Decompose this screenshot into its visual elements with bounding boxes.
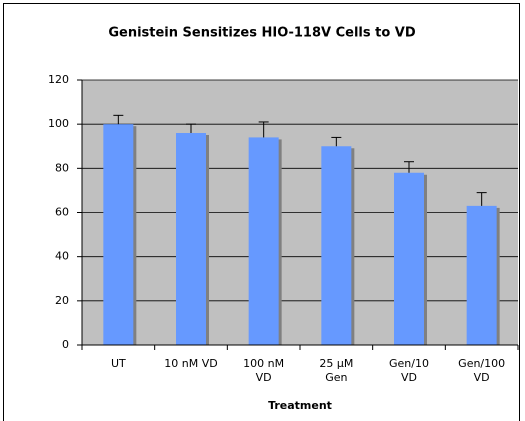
y-tick-label: 100 (48, 117, 69, 130)
bar (176, 133, 206, 345)
error-bar (113, 114, 124, 125)
x-axis-title: Treatment (268, 399, 332, 412)
x-tick-label: Gen/100 VD (458, 357, 506, 384)
y-tick-label: 20 (55, 294, 69, 307)
error-bar (404, 161, 414, 173)
y-tick-label: 120 (48, 73, 69, 86)
error-bar (186, 123, 196, 133)
error-bar (476, 192, 487, 206)
bar (321, 146, 352, 345)
y-tick-label: 60 (55, 206, 69, 219)
error-bar (258, 121, 269, 138)
chart-title: Genistein Sensitizes HIO-118V Cells to V… (108, 26, 416, 41)
y-tick-label: 80 (55, 161, 69, 174)
error-bar (331, 136, 342, 147)
x-tick-label: Gen/10 VD (389, 357, 429, 384)
y-tick-label: 40 (55, 250, 69, 263)
x-tick-label: UT (110, 357, 126, 370)
x-tick-label: 10 nM VD (164, 357, 218, 370)
bar (103, 124, 134, 346)
x-tick-label: 100 nM VD (243, 357, 285, 384)
x-tick-label: 25 µM Gen (319, 357, 354, 384)
y-tick-label: 0 (62, 338, 69, 351)
bar (394, 172, 424, 345)
bar (466, 205, 497, 345)
bar (248, 137, 279, 345)
